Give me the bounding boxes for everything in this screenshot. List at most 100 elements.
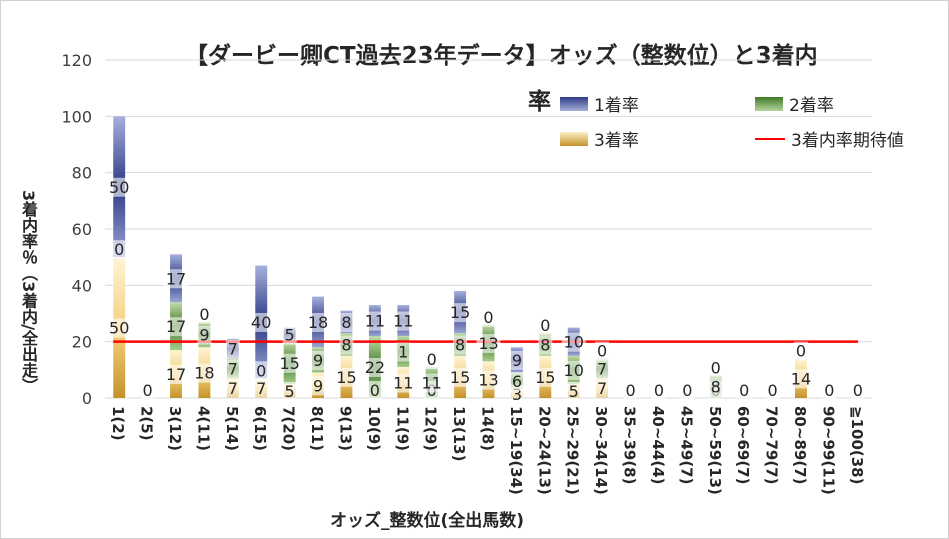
data-label-bg	[277, 353, 302, 373]
data-label: 13	[478, 371, 498, 390]
x-tick-label: 20~24(13)	[535, 406, 553, 495]
x-tick-label: 45~49(7)	[677, 406, 695, 484]
data-label: 0	[114, 240, 124, 259]
data-label: 7	[228, 359, 238, 378]
data-label-bg	[453, 335, 468, 355]
data-label-bg	[538, 335, 553, 355]
y-tick-label: 100	[61, 107, 92, 126]
x-tick-label: 60~69(7)	[734, 406, 752, 484]
data-label-bg	[391, 311, 416, 331]
data-label-bg	[140, 381, 155, 400]
data-label-bg	[448, 367, 473, 387]
data-label-bg	[509, 350, 524, 370]
data-label-bg	[448, 303, 473, 323]
data-label: 0	[654, 381, 664, 400]
x-tick-label: 4(11)	[194, 406, 212, 451]
data-label-bg	[391, 373, 416, 393]
data-label: 9	[313, 376, 323, 395]
chart-legend: 1着率 2着率 3着率 3着内率期待値	[560, 88, 940, 158]
x-tick-label: 25~29(21)	[564, 406, 582, 495]
data-label-bg	[737, 381, 752, 400]
data-label: 7	[597, 379, 607, 398]
x-tick-label: 14(8)	[479, 406, 497, 451]
data-label: 8	[711, 378, 721, 397]
data-label-bg	[107, 177, 132, 197]
data-label: 18	[194, 364, 214, 383]
data-label: 5	[569, 382, 579, 401]
data-label-bg	[306, 312, 331, 332]
x-axis-title: オッズ_整数位(全出馬数)	[330, 511, 525, 531]
data-label-bg	[481, 307, 496, 327]
x-tick-label: 13(13)	[450, 406, 468, 461]
data-label-bg	[476, 334, 501, 354]
data-label: 18	[308, 313, 328, 332]
data-label: 8	[341, 335, 351, 354]
legend-item-3: 3着率	[560, 126, 639, 151]
data-label-bg	[538, 316, 553, 336]
data-label: 8	[455, 335, 465, 354]
x-tick-label: 10(9)	[365, 406, 383, 451]
legend-label-2: 2着率	[789, 96, 834, 116]
data-label: 13	[478, 334, 498, 353]
data-label-bg	[793, 341, 808, 361]
data-label: 11	[365, 312, 385, 331]
data-label-bg	[107, 318, 132, 338]
data-label: 15	[336, 368, 356, 387]
y-tick-label: 20	[72, 333, 92, 352]
x-tick-label: 12(9)	[422, 406, 440, 451]
y-axis-title: 3着内率％（3着内/全出走）	[19, 190, 38, 395]
data-label: 50	[109, 319, 129, 338]
data-label: 0	[767, 381, 777, 400]
x-tick-label: 90~99(11)	[819, 406, 837, 495]
data-label: 17	[166, 365, 186, 384]
x-tick-label: 80~89(7)	[791, 406, 809, 484]
data-label: 0	[256, 361, 266, 380]
x-tick-label: 7(20)	[280, 406, 298, 451]
legend-item-2: 2着率	[755, 91, 834, 116]
data-label: 5	[285, 382, 295, 401]
legend-swatch-3	[560, 131, 588, 146]
data-label-bg	[282, 381, 297, 401]
data-label-bg	[339, 335, 354, 355]
data-label: 5	[285, 326, 295, 345]
data-label-bg	[850, 381, 865, 400]
data-label: 10	[564, 333, 584, 352]
data-label: 0	[143, 381, 153, 400]
legend-label-ref: 3着内率期待値	[791, 131, 904, 151]
legend-swatch-2	[755, 96, 783, 111]
data-label: 3	[512, 385, 522, 404]
data-label-bg	[651, 381, 666, 400]
data-label-bg	[164, 365, 189, 385]
data-label-bg	[362, 311, 387, 331]
x-tick-label: ≧100(38)	[848, 406, 866, 484]
data-label: 9	[313, 351, 323, 370]
data-label: 11	[393, 312, 413, 331]
data-label: 6	[512, 372, 522, 391]
data-label-bg	[561, 360, 586, 380]
data-label-bg	[311, 350, 326, 370]
data-label-bg	[225, 379, 240, 399]
data-label: 0	[597, 342, 607, 361]
data-label: 9	[512, 351, 522, 370]
data-label: 8	[341, 313, 351, 332]
data-label-bg	[225, 359, 240, 379]
x-tick-label: 70~79(7)	[763, 406, 781, 484]
data-label-bg	[282, 325, 297, 345]
data-label-bg	[509, 372, 524, 392]
data-label: 9	[199, 326, 209, 345]
data-label: 0	[853, 381, 863, 400]
data-label: 14	[791, 369, 811, 388]
x-tick-label: 8(11)	[308, 406, 326, 451]
data-label-bg	[708, 377, 723, 397]
data-label-bg	[367, 381, 382, 400]
data-label-bg	[334, 367, 359, 387]
data-label: 40	[251, 313, 271, 332]
legend-item-1: 1着率	[560, 91, 639, 116]
data-label-bg	[788, 369, 813, 389]
data-label: 1	[398, 343, 408, 362]
x-tick-label: 35~39(8)	[621, 406, 639, 484]
data-label: 0	[540, 316, 550, 335]
data-label: 50	[109, 178, 129, 197]
data-label: 15	[279, 354, 299, 373]
x-tick-label: 1(2)	[109, 406, 127, 441]
